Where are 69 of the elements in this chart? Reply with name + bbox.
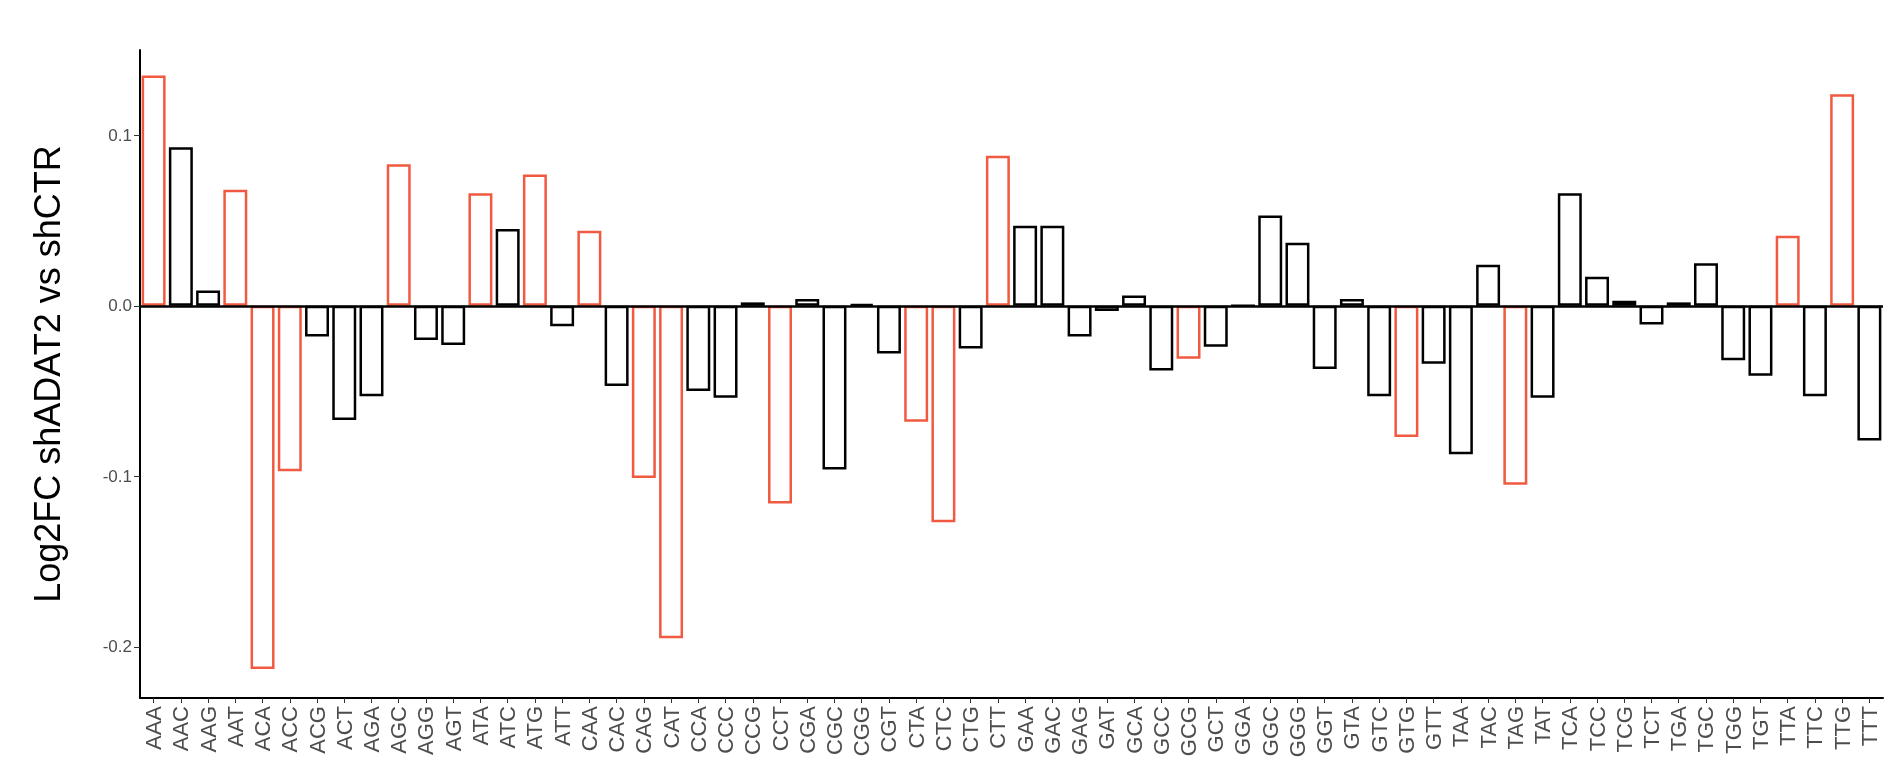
x-tick-label: TAG — [1502, 706, 1528, 750]
x-tick-label: TTA — [1775, 705, 1801, 746]
x-tick-label: TTC — [1802, 705, 1828, 749]
x-tick-label: GCA — [1121, 705, 1147, 754]
x-tick-label: TAT — [1530, 706, 1556, 745]
x-tick-label: GCC — [1148, 705, 1174, 755]
x-tick-label: CTG — [958, 706, 984, 753]
x-tick-label: CCT — [767, 706, 793, 752]
x-tick-label: CAG — [631, 706, 657, 754]
x-tick-label: GAC — [1039, 705, 1065, 754]
x-tick-label: CGG — [849, 706, 875, 757]
x-tick-label: GGC — [1257, 705, 1283, 757]
x-tick-label: CTA — [903, 705, 929, 749]
x-tick-label: AAT — [222, 706, 248, 748]
x-tick-label: TCC — [1584, 705, 1610, 752]
x-tick-label: TGA — [1666, 705, 1692, 752]
x-tick-label: TGG — [1720, 706, 1746, 754]
x-tick-label: AGC — [386, 705, 412, 754]
x-tick-label: TTT — [1856, 706, 1882, 747]
y-tick-label: 0.0 — [108, 296, 132, 316]
x-tick-label: GCG — [1176, 706, 1202, 757]
x-tick-label: TCA — [1557, 705, 1583, 750]
x-tick-label: TAC — [1475, 705, 1501, 749]
x-tick-label: ATC — [495, 705, 521, 749]
x-tick-label: GGA — [1230, 705, 1256, 755]
x-tick-label: ATT — [549, 706, 575, 746]
x-tick-label: GTC — [1366, 705, 1392, 753]
x-tick-label: CGC — [821, 705, 847, 755]
x-tick-label: CAA — [576, 705, 602, 752]
x-tick-label: TTG — [1829, 706, 1855, 750]
x-tick-label: CTC — [930, 705, 956, 752]
x-tick-label: AGG — [413, 706, 439, 755]
x-tick-label: ATG — [522, 706, 548, 750]
x-tick-label: CCG — [740, 706, 766, 755]
x-tick-label: AAG — [195, 706, 221, 753]
x-tick-label: TGT — [1747, 706, 1773, 750]
x-tick-label: TCT — [1639, 706, 1665, 749]
x-tick-label: CCC — [713, 705, 739, 754]
x-tick-label: TGC — [1693, 705, 1719, 753]
x-tick-label: GAT — [1094, 706, 1120, 750]
x-tick-label: GTA — [1339, 705, 1365, 750]
y-tick-label: 0.1 — [108, 125, 132, 145]
x-tick-label: CCA — [685, 705, 711, 753]
x-tick-label: ACT — [331, 706, 357, 750]
y-axis-title: Log2FC shADAT2 vs shCTR — [26, 145, 68, 603]
x-tick-label: GAG — [1067, 706, 1093, 755]
x-tick-label: ACG — [304, 706, 330, 754]
x-tick-label: AGA — [358, 705, 384, 753]
x-tick-label: TAA — [1448, 705, 1474, 748]
x-tick-label: CAC — [604, 705, 630, 753]
x-tick-label: CTT — [985, 706, 1011, 749]
y-tick-label: -0.2 — [102, 637, 132, 657]
x-tick-label: ACA — [250, 705, 276, 752]
x-tick-label: ATA — [467, 705, 493, 746]
x-tick-label: GAA — [1012, 705, 1038, 753]
x-tick-label: AGT — [440, 706, 466, 752]
y-tick-label: -0.1 — [102, 466, 132, 486]
x-tick-label: GTG — [1393, 706, 1419, 754]
x-tick-label: GCT — [1203, 706, 1229, 753]
x-tick-label: TCG — [1611, 706, 1637, 753]
x-tick-label: AAC — [168, 705, 194, 752]
x-tick-label: CGA — [794, 705, 820, 754]
x-tick-label: GGG — [1284, 706, 1310, 758]
x-tick-label: GTT — [1421, 706, 1447, 750]
x-tick-label: CGT — [876, 706, 902, 753]
x-tick-label: CAT — [658, 706, 684, 749]
x-tick-label: AAA — [141, 705, 167, 751]
x-tick-label: GGT — [1312, 706, 1338, 754]
x-tick-label: ACC — [277, 705, 303, 753]
